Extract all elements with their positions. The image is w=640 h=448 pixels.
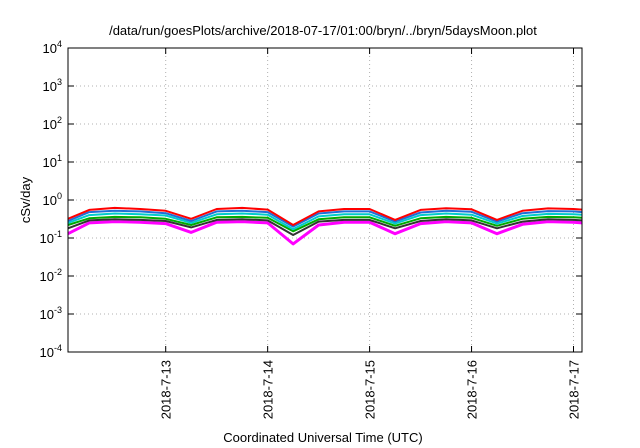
y-axis-label: cSv/day	[18, 176, 33, 223]
x-tick-label: 2018-7-13	[159, 360, 174, 419]
y-tick-label: 103	[43, 77, 62, 94]
series-line-1	[67, 220, 583, 246]
series-line-3	[67, 215, 583, 233]
x-tick-label: 2018-7-15	[363, 360, 378, 419]
x-tick-label: 2018-7-14	[261, 360, 276, 419]
y-tick-label: 104	[43, 39, 62, 56]
chart-title: /data/run/goesPlots/archive/2018-07-17/0…	[109, 23, 537, 38]
y-tick-label: 10-2	[40, 267, 62, 284]
y-tick-label: 100	[43, 191, 62, 208]
x-axis-ticks: 2018-7-13 2018-7-14 2018-7-15 2018-7-16 2018…	[159, 48, 582, 419]
y-axis-ticks: 10-4 10-3 10-2 10-1 100 101 102 103 104	[40, 39, 582, 360]
series-group	[67, 206, 583, 246]
x-axis-label: Coordinated Universal Time (UTC)	[223, 430, 422, 445]
series-line-6	[67, 206, 583, 226]
y-tick-label: 10-3	[40, 305, 62, 322]
y-tick-label: 102	[43, 115, 62, 132]
series-line-5	[67, 209, 583, 228]
series-line-4	[67, 212, 583, 231]
x-tick-label: 2018-7-16	[465, 360, 480, 419]
series-line-2	[67, 218, 583, 236]
y-tick-label: 10-4	[40, 343, 62, 360]
y-tick-label: 10-1	[40, 229, 62, 246]
y-tick-label: 101	[43, 153, 62, 170]
grid-lines	[68, 48, 582, 352]
x-tick-label: 2018-7-17	[567, 360, 582, 419]
